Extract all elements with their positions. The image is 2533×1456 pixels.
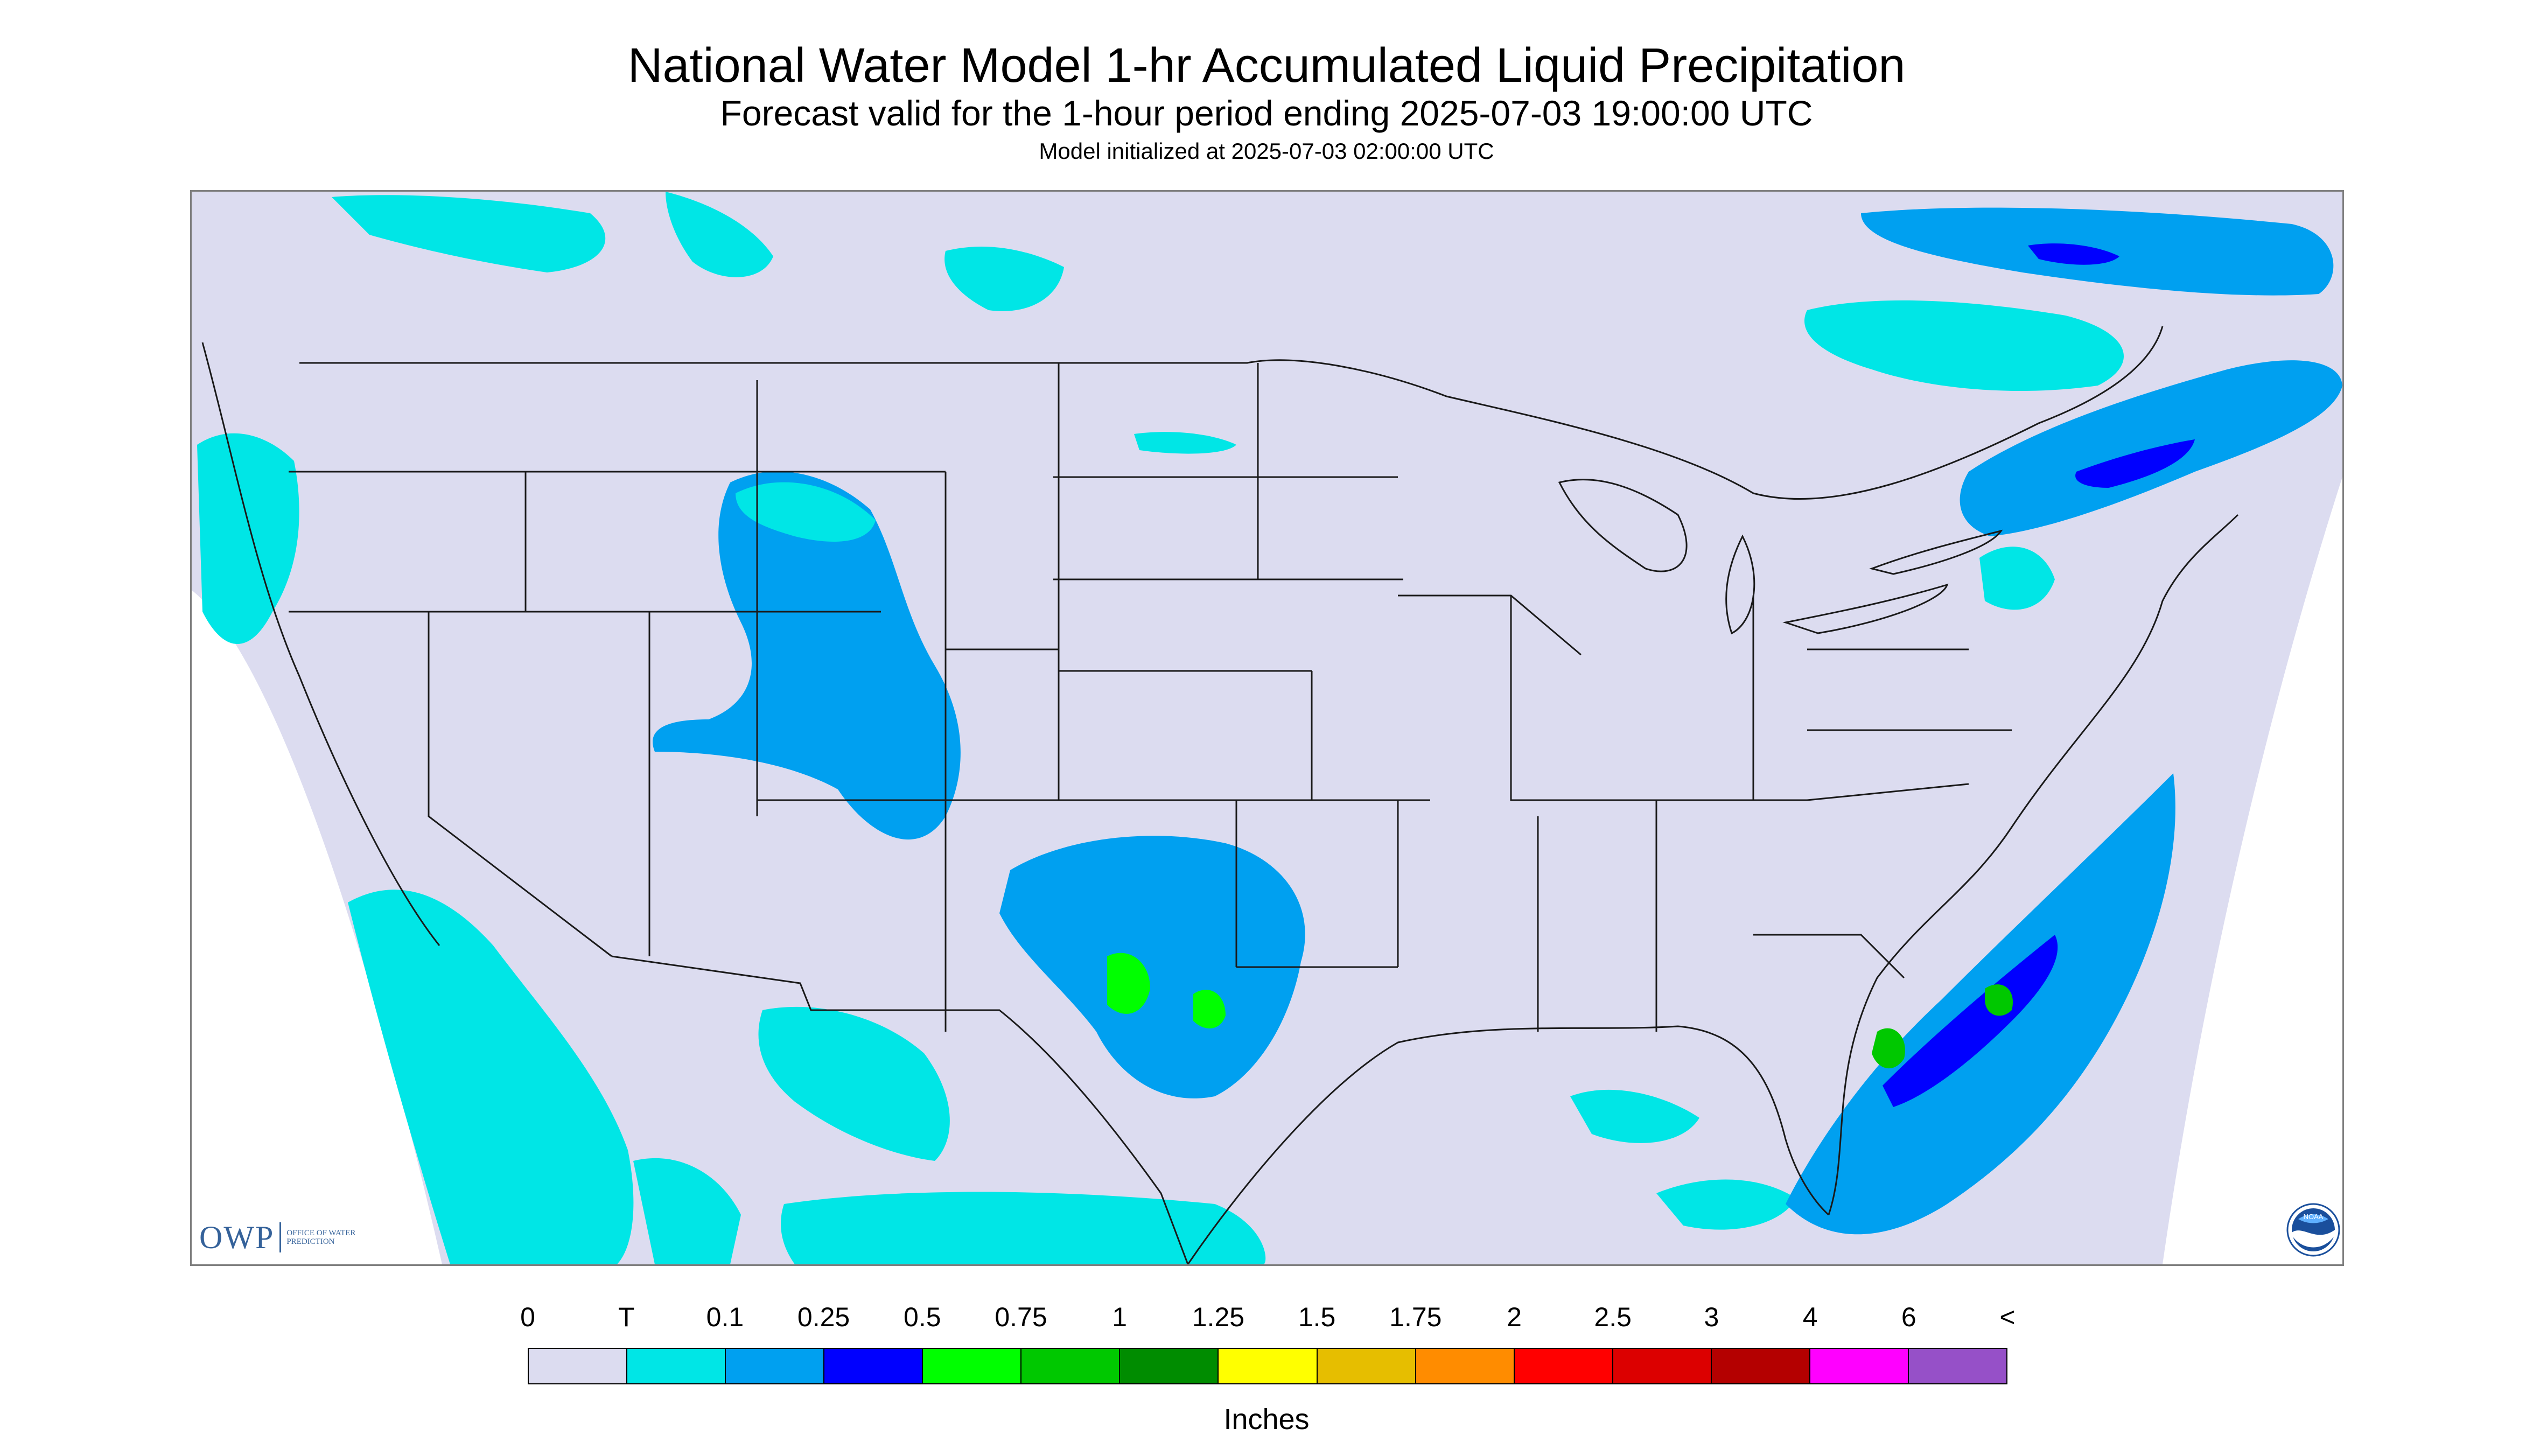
legend-swatch [1810,1349,1909,1383]
precip-area-mountain-west-halo [736,482,876,542]
precip-area-new-england [1979,547,2055,610]
precip-area-canada-west-2 [666,192,773,277]
legend-units: Inches [1223,1403,1310,1436]
precip-area-southern-plains [999,836,1305,1098]
legend-label: 6 [1901,1302,1916,1332]
map-title: National Water Model 1-hr Accumulated Li… [627,39,1906,93]
precip-area-canada-east-core [2028,243,2119,265]
legend-label: 2 [1507,1302,1522,1332]
legend-label: T [618,1302,635,1332]
noaa-logo-icon: NOAA [2286,1203,2340,1257]
precip-area-baja [633,1158,741,1264]
model-init-text: Model initialized at 2025-07-03 02:00:00… [1039,138,1494,164]
legend-swatch [726,1349,825,1383]
legend-swatch [1120,1349,1219,1383]
legend-label: 2.5 [1594,1302,1632,1332]
legend-swatch [1416,1349,1515,1383]
legend-swatch [1219,1349,1318,1383]
precip-area-gulf-2 [1656,1179,1796,1230]
precip-area-offshore-core [1883,935,2058,1107]
model-domain [192,192,2342,1264]
us-mexico-border [611,955,1189,1264]
precip-area-central-texas [1107,953,1150,1014]
legend-label: 1.75 [1389,1302,1442,1332]
great-lakes [1558,479,2003,635]
state-lines-east [1398,594,2012,1032]
precip-area-quebec-core [2075,439,2195,488]
legend-label: 0 [520,1302,535,1332]
legend-swatch [923,1349,1022,1383]
legend-label: 1.5 [1298,1302,1336,1332]
state-lines-central [1053,363,1430,968]
gulf-coast [1187,1025,1829,1264]
owp-logo: OWP OFFICE OF WATER PREDICTION [199,1221,362,1254]
precip-area-quebec [1960,360,2342,536]
precip-map [190,190,2344,1266]
legend-label: 1.25 [1192,1302,1245,1332]
precip-area-pnw [197,433,299,644]
precip-area-canada-west-1 [332,195,606,272]
west-coast [201,342,440,946]
legend-label: 0.1 [706,1302,744,1332]
legend-swatch [1908,1349,2006,1383]
precip-area-rio-grande [758,1006,950,1161]
precip-area-mountain-west [653,471,961,840]
legend-swatch [529,1349,628,1383]
legend-label: < [1999,1302,2016,1332]
legend-swatch [1514,1349,1613,1383]
atlantic-coast [1828,514,2239,1215]
legend-swatch [1021,1349,1121,1383]
state-lines-west [289,363,1060,1032]
color-legend [528,1348,2007,1384]
legend-label: 1 [1112,1302,1128,1332]
precip-area-dakota [1134,432,1236,454]
legend-label: 0.5 [904,1302,941,1332]
precip-area-florida-east [1872,1028,1905,1069]
legend-swatch [1613,1349,1712,1383]
precip-area-offshore-hotspot [1985,984,2013,1016]
us-canada-border [299,326,2164,500]
precip-area-ontario [1804,300,2124,391]
legend-swatch [824,1349,923,1383]
boundary-lines [201,326,2239,1264]
map-subtitle: Forecast valid for the 1-hour period end… [720,93,1813,133]
legend-label: 3 [1704,1302,1719,1332]
legend-swatch [1711,1349,1810,1383]
legend-swatch [1317,1349,1416,1383]
precip-area-central-texas-2 [1193,990,1226,1028]
precip-area-california [348,890,634,1264]
map-canvas [192,192,2342,1264]
legend-label: 0.75 [995,1302,1047,1332]
noaa-logo-text: NOAA [2304,1213,2324,1221]
precip-area-montana [944,246,1064,311]
precip-area-mexico-south [781,1192,1266,1264]
owp-logo-text: OFFICE OF WATER PREDICTION [286,1229,356,1246]
legend-label: 4 [1802,1302,1818,1332]
noaa-emblem: NOAA [2286,1203,2340,1257]
legend-swatch [627,1349,726,1383]
owp-logo-mark: OWP [199,1220,275,1255]
owp-logo-divider [279,1222,282,1252]
precip-area-gulf [1570,1089,1699,1143]
precip-field [197,192,2342,1264]
legend-label: 0.25 [797,1302,850,1332]
